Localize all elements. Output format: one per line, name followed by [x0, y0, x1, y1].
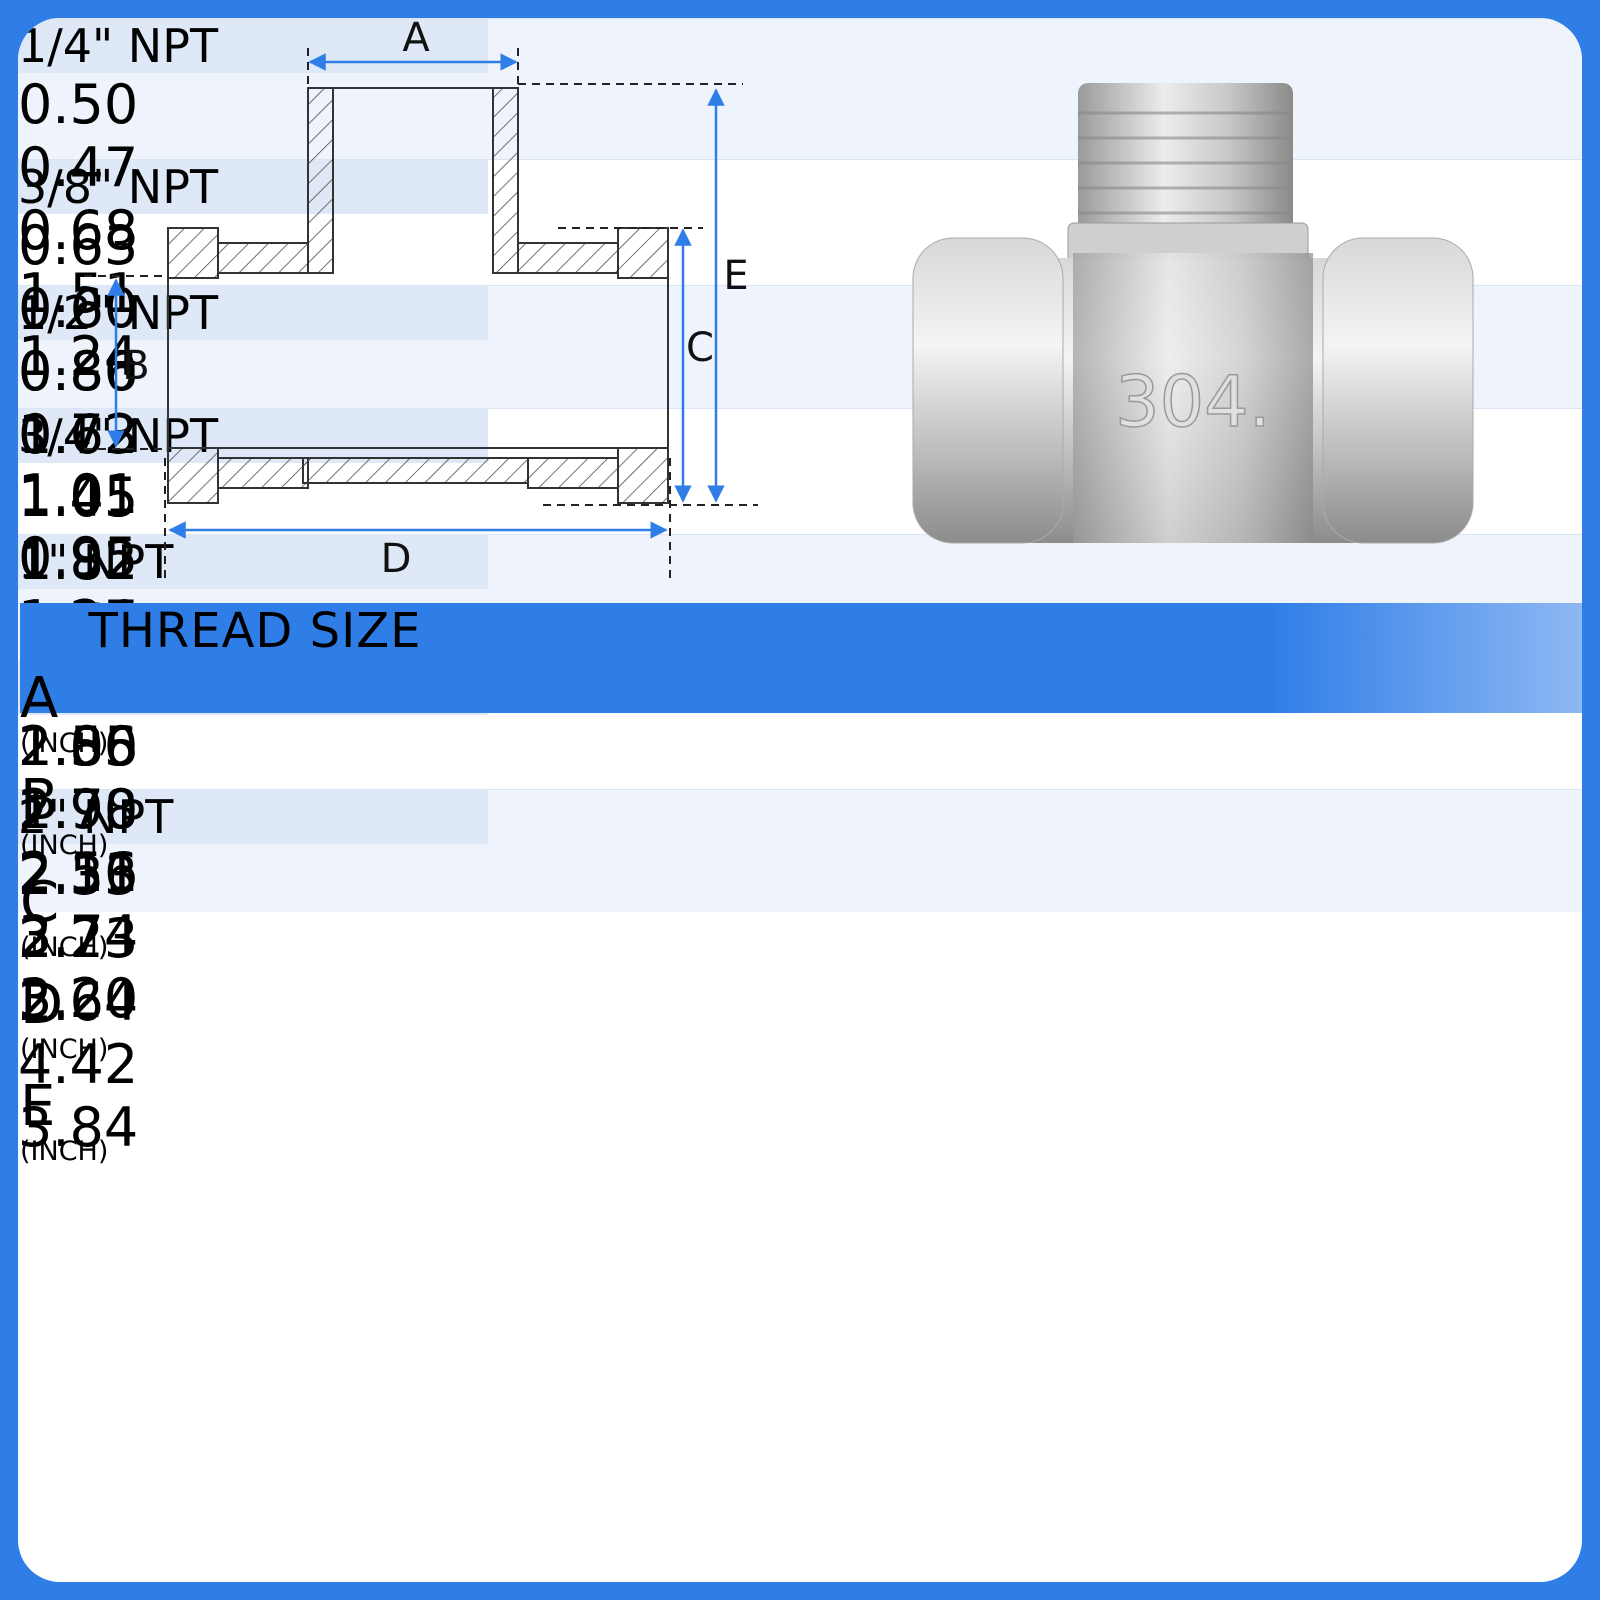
product-photo: 304.: [912, 83, 1474, 544]
size-cell: 2" NPT: [18, 790, 488, 844]
header-label: E: [20, 1074, 56, 1139]
value-cell: 3.20: [18, 967, 139, 1030]
header-unit: (INCH): [20, 1034, 109, 1065]
panel: A B C D D E 304. THREAD SIZEA(INCH)B(INC…: [18, 18, 1582, 1582]
value-cell: 1.05: [18, 466, 139, 529]
header-label: A: [20, 666, 59, 731]
header-label: B: [20, 768, 59, 833]
value-cell: 0.63: [18, 214, 139, 277]
size-cell: 3/8" NPT: [18, 160, 488, 214]
header-cell: A (INCH): [20, 671, 242, 761]
value-cell: 3.74: [18, 904, 139, 967]
marking: 304.: [1115, 361, 1271, 443]
value-cell: 4.42: [18, 1033, 139, 1096]
header-cell: B (INCH): [20, 773, 242, 863]
size-cell: 1/4" NPT: [18, 19, 488, 73]
dim-label: D: [381, 536, 412, 582]
value-cell: 1.01: [18, 463, 139, 526]
value-cell: 3.84: [18, 1096, 139, 1159]
dim-label: A: [402, 18, 430, 61]
table-header: THREAD SIZE A (INCH) B (INCH) C (INCH) D (INCH) E…: [20, 603, 1582, 1167]
cross-section: [167, 87, 669, 504]
dim-label: B: [122, 343, 149, 389]
header-label: C: [20, 870, 60, 935]
value-cell: 2.51: [18, 841, 139, 904]
dim-label: E: [723, 253, 748, 299]
dimension-lines: [107, 53, 725, 539]
value-cell: 2.64: [18, 970, 139, 1033]
header-label: D: [20, 972, 64, 1037]
header-label: THREAD SIZE: [88, 603, 422, 659]
value-cell: 2.23: [18, 907, 139, 970]
value-cell: 2.16: [18, 841, 139, 904]
header-cell: E (INCH): [20, 1079, 226, 1169]
header-unit: (INCH): [20, 1136, 109, 1167]
header-unit: (INCH): [20, 932, 109, 963]
header-unit: (INCH): [20, 728, 109, 759]
header-cell: C (INCH): [20, 875, 242, 965]
illustration: A B C D D E 304.: [84, 18, 1474, 582]
header-cell: THREAD SIZE: [20, 603, 490, 659]
value-cell: 1.45: [18, 466, 139, 529]
dim-label: C: [686, 325, 714, 371]
extension-lines: [84, 48, 758, 578]
header-unit: (INCH): [20, 830, 109, 861]
table-row: 2" NPT 2.33 2.23 2.64 4.42 3.84: [18, 789, 1582, 1159]
header-cell: D (INCH): [20, 977, 242, 1067]
value-cell: 0.50: [18, 73, 139, 136]
value-cell: 1.86: [18, 715, 139, 778]
size-cell: 1" NPT: [18, 535, 488, 589]
value-cell: 2.33: [18, 844, 139, 907]
value-cell: 1.55: [18, 715, 139, 778]
value-cell: 2.00: [18, 715, 139, 778]
